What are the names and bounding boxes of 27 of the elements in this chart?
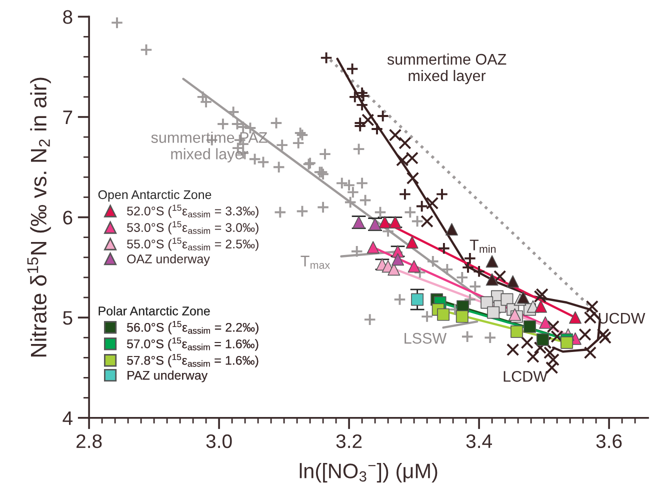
x-tick-label: 3.4 [466, 434, 492, 448]
x-tick-label: 3.0 [206, 434, 232, 448]
annotation: T$_{min}$ [470, 240, 496, 253]
text: Polar Antarctic Zone [98, 306, 210, 316]
annotation: summertime OAZ mixed layer [387, 53, 506, 84]
y-axis-title: Nitrate δ$^{15}$N (‰ vs. N$_{2}$ in air) [27, 78, 51, 356]
y-tick-label: 4 [62, 412, 73, 425]
annotation: LCDW [504, 371, 548, 382]
legend-label: 52.0°S ($^{15}$ε$_{assim}$ = 3.3‰) [127, 204, 258, 218]
legend-label: 57.8°S ($^{15}$ε$_{assim}$ = 1.6‰) [127, 354, 258, 368]
x-tick-label: 3.2 [336, 434, 362, 448]
text: Open Antarctic Zone [98, 190, 212, 202]
y-tick-label: 5 [63, 311, 72, 325]
legend-label: 57.0°S ($^{15}$ε$_{assim}$ = 1.6‰) [127, 338, 258, 351]
legend-label: 53.0°S ($^{15}$ε$_{assim}$ = 3.0‰) [127, 221, 258, 234]
x-axis-title: ln([NO$_{3}$$^{−}$]) (μM) [300, 463, 438, 482]
y-tick-label: 7 [63, 110, 72, 124]
annotation: T$_{max}$ [300, 256, 330, 269]
y-tick-label: 8 [63, 10, 72, 24]
x-tick-label: 3.6 [596, 434, 622, 448]
annotation: LSSW [404, 332, 447, 344]
legend-label: PAZ underway [128, 370, 208, 382]
legend-label: OAZ underway [127, 254, 210, 266]
x-tick-label: 2.8 [76, 434, 102, 448]
legend-label: 55.0°S ($^{15}$ε$_{assim}$ = 2.5‰) [127, 238, 258, 251]
y-tick-label: 6 [63, 210, 72, 225]
legend-label: 56.0°S ($^{15}$ε$_{assim}$ = 2.2‰) [127, 321, 258, 334]
